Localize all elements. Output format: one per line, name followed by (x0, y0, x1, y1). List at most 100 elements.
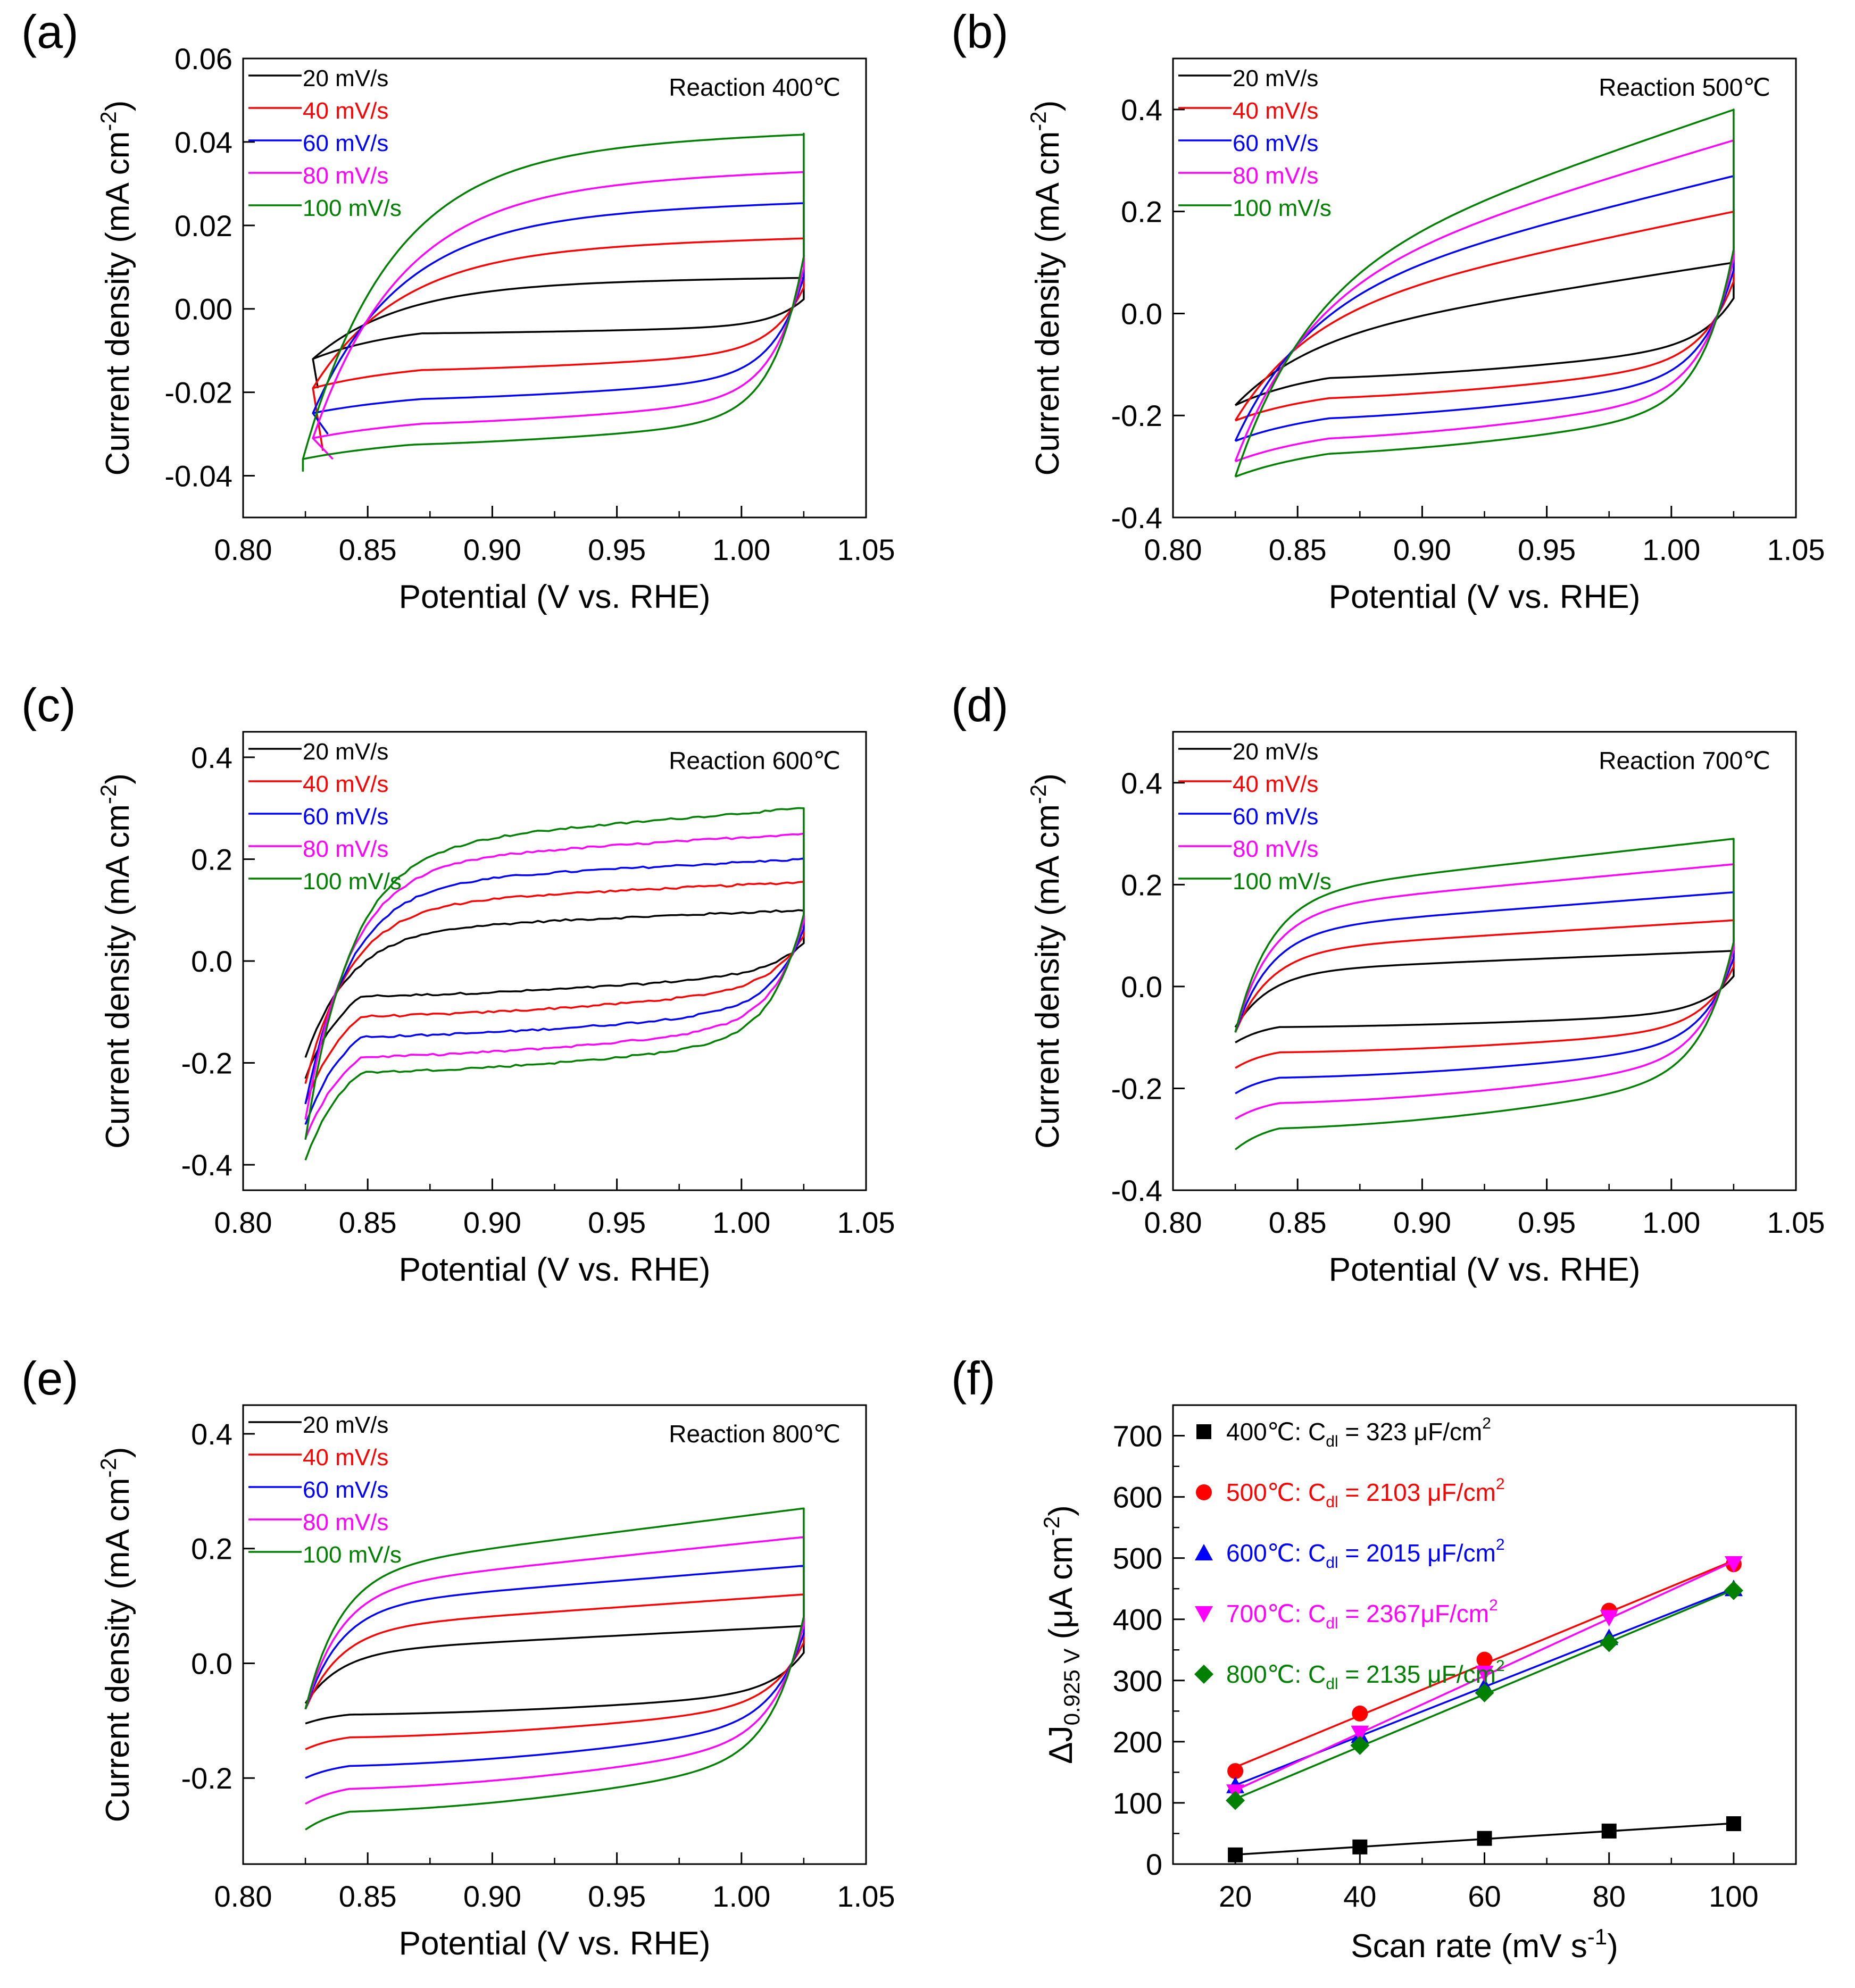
chart-panel-a: (a) 0.80 0.85 0.90 0.95 1.00 1.05 -0.04 -0.02 0.0… (21, 5, 895, 615)
y-axis-label-main: ΔJ (1043, 1725, 1079, 1764)
legend-label: 100 mV/s (303, 195, 402, 221)
x-tick-label: 1.00 (712, 1880, 770, 1913)
legend-temp: 400℃: (1226, 1418, 1308, 1446)
data-point (1352, 1705, 1368, 1722)
chart-panel-f: (f) 20 40 60 80 100 0 100 200 300 400 500 600 700 400℃… (951, 1352, 1797, 1965)
legend-label: 80 mV/s (1233, 836, 1318, 862)
legend-temp: 500℃: (1226, 1479, 1308, 1506)
y-tick-label: -0.4 (181, 1148, 233, 1182)
panel-label: (e) (21, 1352, 79, 1405)
y-tick-label: 0.2 (1121, 868, 1162, 901)
legend-label: 100 mV/s (1233, 868, 1332, 895)
legend-label: 20 mV/s (1233, 739, 1318, 765)
legend-cdl: C (1308, 1600, 1326, 1627)
x-axis-label: Scan rate (mV s-1) (1351, 1924, 1618, 1965)
y-tick-label: 0.4 (191, 1417, 232, 1451)
cv-curve-40-mV-s (1234, 919, 1735, 1069)
chart-title: Reaction 500℃ (1599, 73, 1770, 101)
y-tick-label: 100 (1113, 1786, 1162, 1820)
legend-label: 100 mV/s (303, 1542, 402, 1568)
plot-frame (242, 57, 867, 519)
legend-cdl-sub: dl (1326, 1554, 1338, 1572)
y-tick-label: -0.2 (1111, 1072, 1163, 1105)
data-point (1477, 1831, 1492, 1846)
legend-marker (1196, 1424, 1211, 1439)
legend-unit-sup: 2 (1496, 1475, 1505, 1493)
data-point (1350, 1735, 1370, 1755)
y-axis-label-end: ) (1043, 1505, 1079, 1516)
legend-label: 800℃: Cdl = 2135 μF/cm2 (1226, 1657, 1505, 1693)
legend-label: 60 mV/s (1233, 804, 1318, 830)
y-tick-label: 0.2 (1121, 195, 1162, 229)
panel-label: (b) (951, 5, 1009, 58)
legend-cdl: C (1308, 1539, 1326, 1567)
x-tick-label: 0.80 (1144, 533, 1202, 566)
x-axis-label-end: ) (1607, 1928, 1618, 1965)
cv-curve-60-mV-s (312, 201, 805, 435)
y-tick-label: -0.4 (1111, 1174, 1163, 1207)
legend-cdl-sub: dl (1326, 1615, 1338, 1632)
x-axis-label-sup: -1 (1587, 1924, 1607, 1949)
y-axis-label-text: Current density (mA cm (99, 131, 136, 476)
legend-label: 80 mV/s (1233, 163, 1318, 189)
y-tick-label: -0.2 (181, 1761, 233, 1795)
x-tick-label: 1.00 (712, 1206, 770, 1239)
y-tick-label: 400 (1113, 1603, 1162, 1636)
y-tick-label: 0.0 (1121, 970, 1162, 1004)
legend-label: 20 mV/s (303, 65, 388, 91)
legend-label: 20 mV/s (303, 739, 388, 765)
legend-marker (1194, 1665, 1213, 1684)
y-axis-label: ΔJ0.925 V (μA cm-2) (1039, 1505, 1084, 1764)
x-axis-label: Potential (V vs. RHE) (399, 1251, 711, 1288)
legend-cdl-sub: dl (1326, 1493, 1338, 1511)
data-point (1475, 1683, 1494, 1702)
y-tick-label: 0.02 (174, 209, 232, 243)
cv-curve-40-mV-s (312, 237, 805, 451)
legend-label: 60 mV/s (303, 130, 388, 156)
chart-panel-c: (c) 0.80 0.85 0.90 0.95 1.00 1.05 -0.4 -0.2 0.0 0.… (21, 679, 895, 1288)
x-axis-label: Potential (V vs. RHE) (399, 1925, 711, 1962)
panel-label: (a) (21, 5, 79, 58)
x-tick-label: 0.95 (1518, 1206, 1576, 1239)
y-axis-label-end: ) (1029, 101, 1066, 112)
data-point (1726, 1816, 1741, 1832)
y-axis-label-sup: -2 (1039, 1516, 1064, 1536)
y-tick-label: -0.2 (181, 1047, 233, 1080)
x-tick-label: 0.90 (463, 533, 521, 566)
legend-label: 100 mV/s (1233, 195, 1332, 221)
y-axis-label: Current density (mA cm-2) (1026, 101, 1066, 476)
cv-curve-100-mV-s (304, 807, 805, 1161)
legend-value: = 2135 μF/cm (1338, 1660, 1496, 1688)
y-tick-label: 0.04 (174, 126, 232, 159)
x-axis-label-text: Scan rate (mV s (1351, 1928, 1587, 1965)
legend-label: 60 mV/s (1233, 130, 1318, 156)
legend-cdl: C (1308, 1479, 1326, 1506)
legend-value: = 323 μF/cm (1338, 1418, 1483, 1446)
cv-curve-40-mV-s (304, 881, 805, 1104)
x-tick-label: 1.00 (1642, 533, 1700, 566)
chart-panel-b: (b) 0.80 0.85 0.90 0.95 1.00 1.05 -0.4 -0.2 0.0 0.… (951, 5, 1825, 615)
chart-title: Reaction 700℃ (1599, 747, 1770, 774)
y-axis-label-text: Current density (mA cm (99, 1478, 136, 1823)
x-axis-label: Potential (V vs. RHE) (1329, 579, 1641, 615)
legend-marker (1195, 1606, 1213, 1623)
y-tick-label: -0.04 (164, 460, 232, 493)
legend-marker (1196, 1484, 1212, 1500)
x-tick-label: 80 (1593, 1880, 1626, 1913)
plot-frame (242, 731, 867, 1191)
y-tick-label: 0.4 (191, 741, 232, 774)
y-tick-label: 0 (1146, 1848, 1162, 1881)
legend-label: 100 mV/s (303, 868, 402, 895)
legend-cdl-sub: dl (1326, 1675, 1338, 1693)
x-tick-label: 0.85 (339, 1880, 397, 1913)
x-tick-label: 1.00 (712, 533, 770, 566)
legend-label: 500℃: Cdl = 2103 μF/cm2 (1226, 1475, 1505, 1511)
y-axis-label-end: ) (99, 101, 136, 112)
y-tick-label: 0.0 (191, 1647, 232, 1680)
y-axis-label-sup: -2 (96, 1458, 121, 1477)
y-axis-label-text: Current density (mA cm (1029, 131, 1066, 476)
data-point (1228, 1847, 1243, 1862)
x-tick-label: 0.90 (1393, 1206, 1451, 1239)
y-axis-label-text: Current density (mA cm (99, 804, 136, 1149)
legend-unit-sup: 2 (1496, 1536, 1505, 1553)
